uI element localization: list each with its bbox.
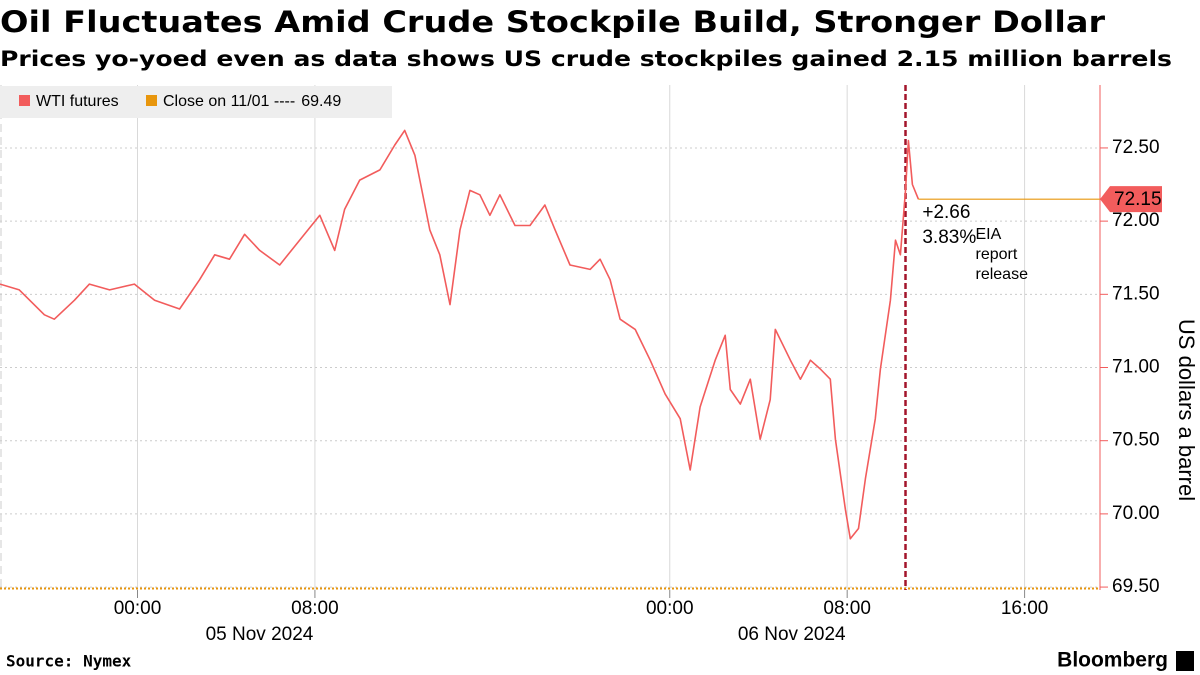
y-tick-label: 69.50: [1112, 576, 1160, 597]
y-tick-label: 70.00: [1112, 503, 1160, 524]
brand-icon: [1176, 651, 1194, 671]
y-tick-label: 71.50: [1112, 283, 1160, 304]
legend-value: 69.49: [301, 93, 341, 110]
x-date-label: 06 Nov 2024: [738, 624, 846, 645]
brand: Bloomberg: [1057, 649, 1168, 672]
y-tick-label: 71.00: [1112, 357, 1160, 378]
legend-bg: [0, 86, 392, 118]
x-date-label: 05 Nov 2024: [206, 624, 314, 645]
x-tick-label: 16:00: [1001, 598, 1049, 619]
event-label: EIA report release: [975, 226, 1028, 284]
change-label: +2.66: [922, 202, 970, 223]
x-tick-label: 08:00: [823, 598, 871, 619]
x-tick-label: 00:00: [114, 598, 162, 619]
source: Source: Nymex: [6, 652, 132, 671]
legend-name: Close on 11/01 ----: [163, 93, 295, 110]
legend-label: Close on 11/01 ---- 69.49: [163, 93, 341, 110]
change-label: 3.83%: [922, 227, 976, 248]
chart-title: Oil Fluctuates Amid Crude Stockpile Buil…: [0, 5, 1106, 39]
x-tick-label: 08:00: [291, 598, 339, 619]
chart-subtitle: Prices yo-yoed even as data shows US cru…: [0, 47, 1172, 71]
data-line: [0, 129, 920, 540]
y-tick-label: 72.50: [1112, 137, 1160, 158]
y-tick-label: 70.50: [1112, 430, 1160, 451]
y-axis-label: US dollars a barrel: [1174, 319, 1199, 501]
last-value-tag: [1100, 186, 1162, 213]
legend: WTI futures Close on 11/01 ---- 69.49: [0, 86, 392, 118]
last-value-label: 72.15: [1114, 189, 1162, 210]
legend-swatch: [19, 95, 30, 106]
legend-label: WTI futures: [36, 93, 119, 110]
legend-swatch: [146, 95, 157, 106]
y-tick-label: 72.00: [1112, 210, 1160, 231]
x-tick-label: 00:00: [646, 598, 694, 619]
